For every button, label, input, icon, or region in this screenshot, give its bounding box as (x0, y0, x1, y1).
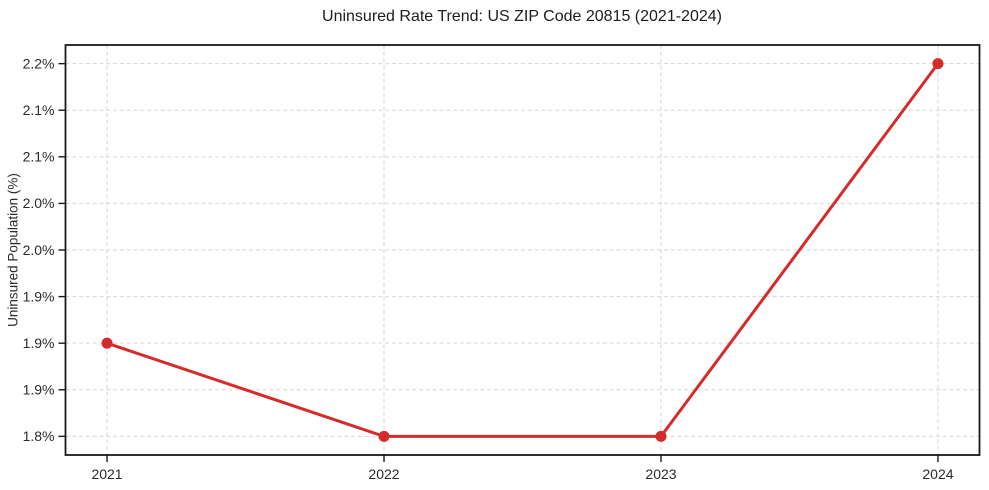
y-axis-label: Uninsured Population (%) (5, 173, 21, 327)
y-tick-label: 2.0% (23, 195, 55, 211)
x-tick-label: 2022 (368, 466, 399, 482)
y-tick-label: 1.8% (23, 428, 55, 444)
data-point (378, 430, 390, 442)
y-tick-label: 2.0% (23, 242, 55, 258)
y-tick-label: 2.2% (23, 55, 55, 71)
chart-title: Uninsured Rate Trend: US ZIP Code 20815 … (322, 8, 722, 25)
y-tick-label: 1.9% (23, 335, 55, 351)
data-point (101, 337, 113, 349)
x-tick-label: 2023 (645, 466, 676, 482)
y-tick-label: 1.9% (23, 382, 55, 398)
x-tick-label: 2021 (91, 466, 122, 482)
y-tick-label: 1.9% (23, 288, 55, 304)
data-point (655, 430, 667, 442)
y-tick-label: 2.1% (23, 102, 55, 118)
data-point (932, 58, 944, 70)
trend-line (105, 62, 940, 438)
x-tick-label: 2024 (922, 466, 953, 482)
y-tick-label: 2.1% (23, 149, 55, 165)
